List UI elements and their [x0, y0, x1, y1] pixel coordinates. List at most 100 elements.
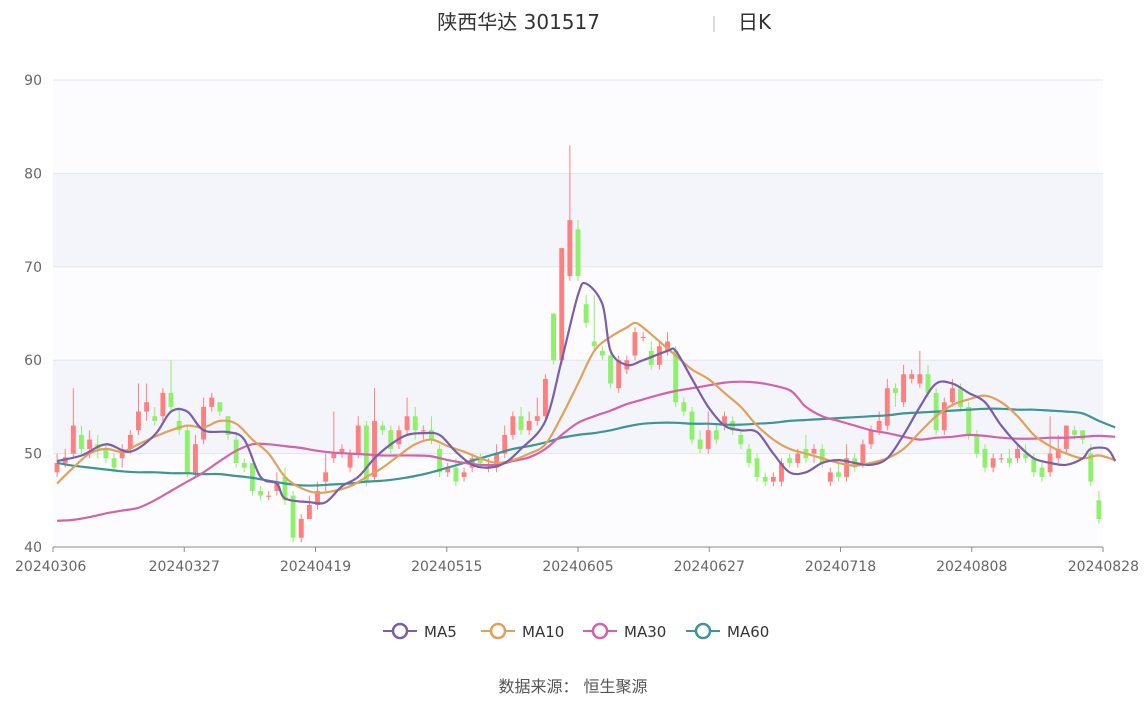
- ma5-line: [56, 281, 1117, 505]
- candle-body: [510, 416, 516, 435]
- candle-body: [762, 476, 768, 482]
- candle-body: [713, 430, 719, 440]
- candle-body: [217, 402, 223, 412]
- legend-label: MA30: [624, 623, 666, 641]
- candle-body: [608, 355, 613, 384]
- legend-label: MA60: [727, 623, 769, 641]
- candle-body: [941, 402, 947, 431]
- candle-body: [673, 350, 679, 403]
- x-tick-label: 20240419: [280, 559, 351, 575]
- candle-body: [315, 490, 320, 505]
- candle-body: [559, 248, 565, 361]
- candle-body: [925, 374, 931, 393]
- candle-body: [241, 462, 247, 468]
- candle-body: [966, 406, 972, 435]
- candle-body: [266, 495, 272, 497]
- candle-body: [705, 430, 711, 449]
- candle-body: [87, 439, 93, 449]
- candle-body: [282, 476, 288, 501]
- candle-body: [998, 458, 1004, 460]
- candle-body: [404, 416, 410, 431]
- candle-body: [575, 229, 581, 277]
- candle-body: [681, 402, 687, 412]
- legend-item: MA30: [583, 622, 666, 641]
- candle-body: [339, 448, 345, 454]
- chart-title: 陕西华达 301517: [437, 10, 600, 34]
- candle-body: [355, 425, 361, 454]
- candle-body: [193, 444, 198, 473]
- candle-body: [917, 374, 923, 384]
- candle-body: [136, 411, 141, 431]
- candle-body: [453, 467, 459, 482]
- candle-body: [274, 481, 280, 491]
- candle-body: [184, 430, 190, 473]
- candle-body: [176, 420, 182, 431]
- candle-body: [347, 453, 353, 468]
- candle-body: [1015, 448, 1020, 459]
- candle-body: [396, 430, 402, 445]
- candle-body: [746, 448, 752, 463]
- legend-marker: [489, 622, 507, 640]
- ma60-line: [56, 407, 1116, 487]
- candle-body: [697, 439, 703, 449]
- candle-body: [429, 430, 434, 440]
- candle-body: [534, 416, 540, 421]
- x-tick-label: 20240627: [674, 559, 745, 575]
- candle-body: [656, 346, 662, 365]
- candle-body: [225, 416, 231, 435]
- y-tick-label: 40: [24, 540, 42, 556]
- legend-item: MA5: [383, 622, 457, 641]
- x-tick-label: 20240808: [936, 559, 1007, 575]
- y-axis: 40 50 60 70 80 90: [24, 73, 42, 556]
- candle-body: [201, 406, 207, 440]
- candle-body: [893, 388, 898, 393]
- candle-body: [306, 504, 312, 519]
- candle-body: [1006, 458, 1012, 463]
- candle-body: [1080, 430, 1086, 440]
- candle-body: [412, 416, 418, 431]
- candle-body: [323, 472, 329, 482]
- ma-lines: [56, 281, 1117, 522]
- candle-body: [689, 411, 695, 440]
- candle-body: [770, 476, 776, 482]
- candle-body: [526, 420, 532, 431]
- candle-body: [640, 336, 646, 339]
- candle-body: [974, 434, 980, 454]
- x-tick-label: 20240605: [542, 559, 613, 575]
- candle-body: [502, 434, 508, 454]
- candle-body: [909, 374, 915, 379]
- candle-body: [819, 448, 825, 463]
- candle-body: [591, 341, 597, 347]
- candle-body: [445, 467, 451, 473]
- candle-body: [795, 453, 801, 463]
- candle-body: [1072, 430, 1077, 435]
- plot-band: [53, 266, 1103, 361]
- ma30-line: [57, 380, 1116, 522]
- candle-body: [990, 458, 996, 468]
- candle-body: [665, 341, 670, 351]
- candle-body: [827, 472, 833, 482]
- candle-body: [111, 458, 117, 468]
- x-tick-label: 20240828: [1068, 559, 1139, 575]
- legend-marker: [694, 622, 712, 640]
- data-source: 数据来源： 恒生聚源: [498, 677, 647, 696]
- candle-body: [876, 420, 882, 431]
- legend-marker: [391, 622, 409, 640]
- chart-period: 日K: [738, 10, 772, 34]
- candle-body: [160, 392, 166, 417]
- candle-body: [1088, 453, 1094, 482]
- plot-band: [53, 80, 1103, 174]
- candle-body: [754, 458, 760, 477]
- candle-body: [901, 374, 907, 403]
- y-tick-label: 80: [24, 166, 42, 182]
- candle-body: [103, 448, 109, 459]
- y-tick-label: 70: [24, 260, 42, 276]
- candle-body: [258, 490, 263, 496]
- legend-item: MA60: [686, 622, 769, 641]
- candle-body: [168, 392, 174, 407]
- candle-body: [1096, 500, 1102, 519]
- candle-body: [1039, 467, 1045, 477]
- candle-body: [868, 430, 874, 445]
- candle-body: [632, 332, 638, 356]
